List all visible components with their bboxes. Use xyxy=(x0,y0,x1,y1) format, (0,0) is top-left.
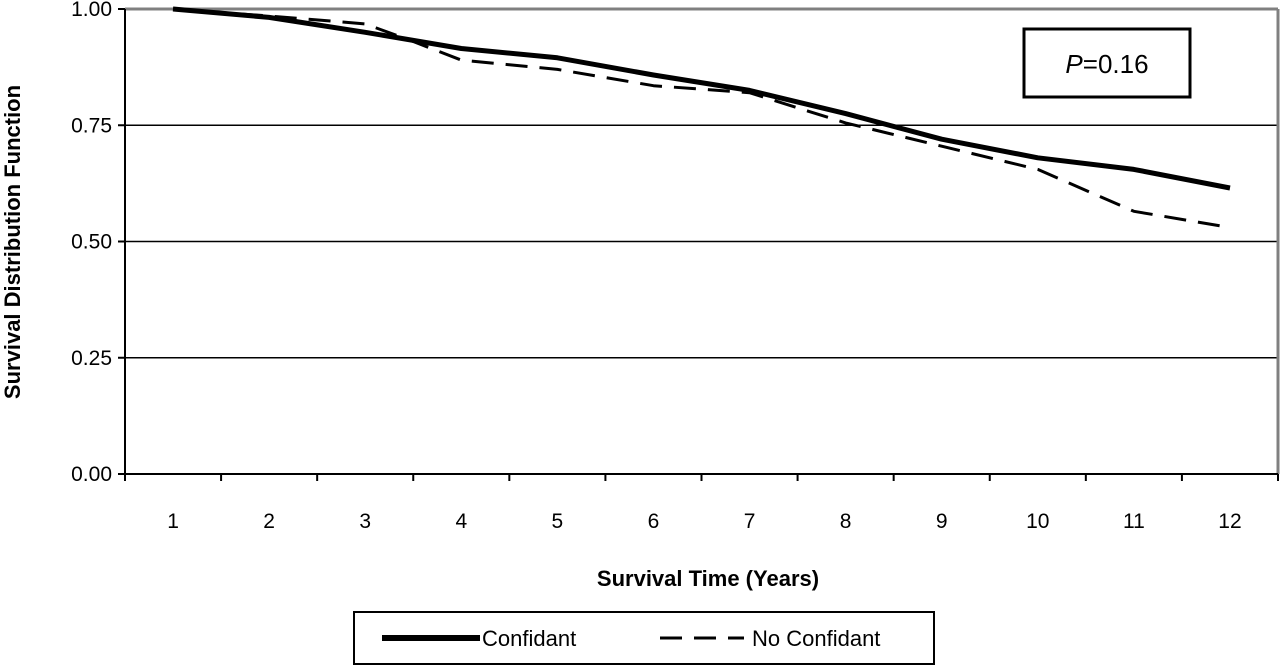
legend-label-no-confidant: No Confidant xyxy=(752,626,880,651)
y-tick-label-2: 0.50 xyxy=(71,231,112,254)
series-line-confidant xyxy=(172,6,1231,191)
x-tick-label-3: 4 xyxy=(455,510,467,533)
y-tick-label-1: 0.25 xyxy=(71,347,112,370)
series-line-no-confidant xyxy=(172,7,1231,229)
x-tick-label-11: 12 xyxy=(1218,510,1241,533)
legend-label-confidant: Confidant xyxy=(482,626,576,651)
y-axis: 0.00 0.25 0.50 0.75 1.00 xyxy=(71,0,125,486)
x-tick-label-9: 10 xyxy=(1026,510,1049,533)
y-tick-label-0: 0.00 xyxy=(71,463,112,486)
y-axis-title: Survival Distribution Function xyxy=(0,85,25,399)
x-axis-title: Survival Time (Years) xyxy=(597,566,819,591)
p-value-annotation: P=0.16 xyxy=(1022,27,1192,99)
y-tick-label-4: 1.00 xyxy=(71,0,112,21)
x-tick-label-6: 7 xyxy=(744,510,756,533)
x-tick-label-2: 3 xyxy=(359,510,371,533)
legend: Confidant No Confidant xyxy=(353,611,935,665)
series-lines xyxy=(172,6,1231,229)
x-tick-label-0: 1 xyxy=(167,510,179,533)
gridlines xyxy=(125,124,1278,359)
x-tick-label-4: 5 xyxy=(552,510,564,533)
y-tick-label-3: 0.75 xyxy=(71,114,112,137)
x-tick-label-1: 2 xyxy=(263,510,275,533)
x-axis: 1 2 3 4 5 6 7 8 9 10 11 12 xyxy=(124,474,1279,533)
p-value-text: P=0.16 xyxy=(1065,49,1148,79)
x-tick-label-10: 11 xyxy=(1123,510,1145,533)
x-tick-label-5: 6 xyxy=(648,510,660,533)
p-value-box xyxy=(1022,27,1192,99)
x-tick-label-7: 8 xyxy=(840,510,852,533)
x-tick-label-8: 9 xyxy=(936,510,948,533)
